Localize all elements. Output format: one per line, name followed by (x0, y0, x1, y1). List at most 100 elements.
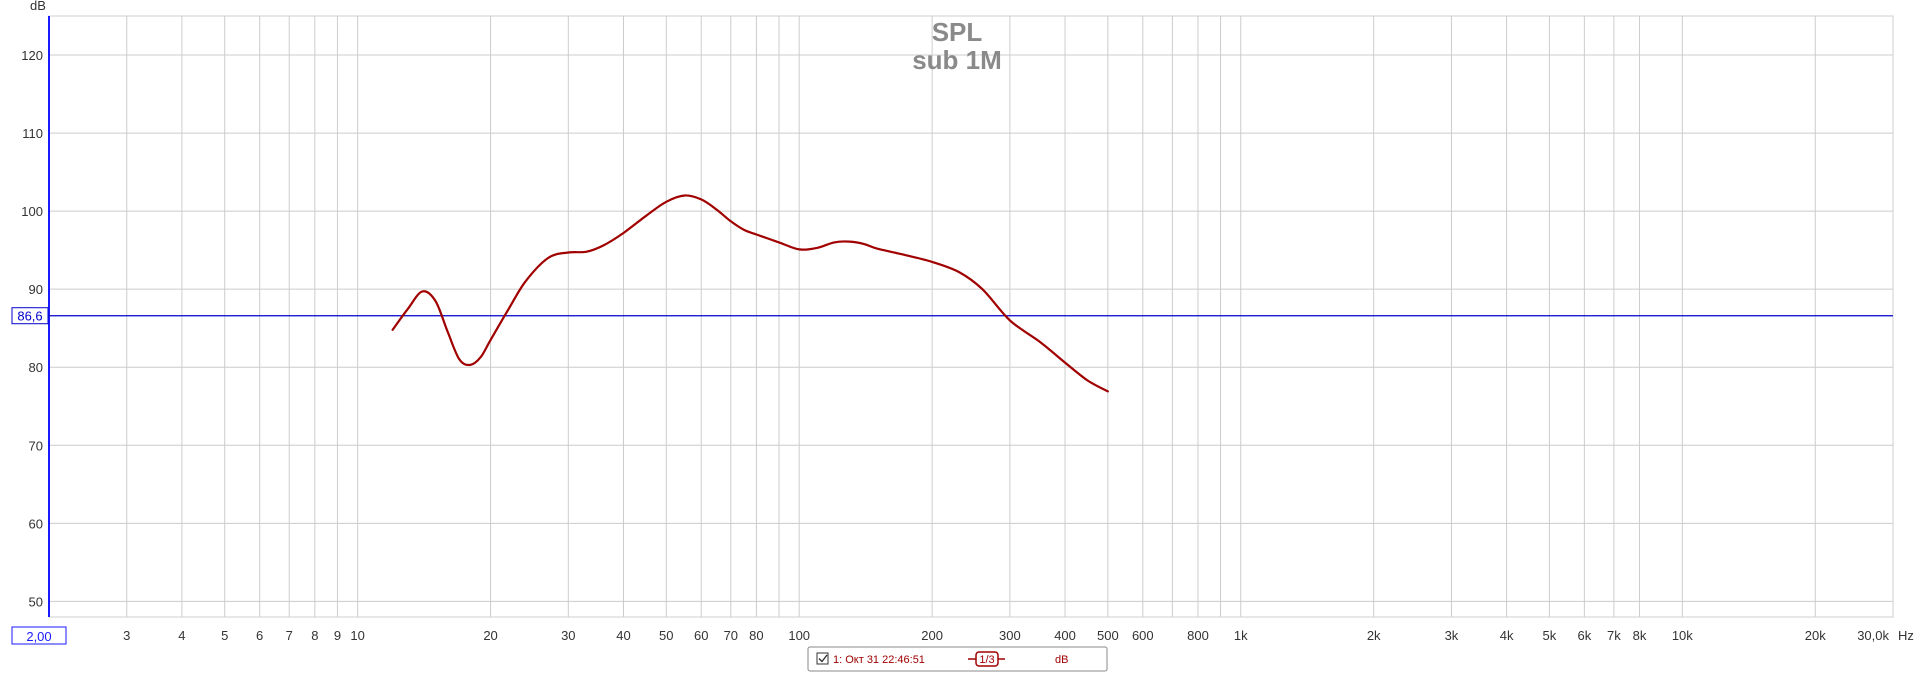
x-tick-label: 10k (1672, 628, 1693, 643)
legend-frame (807, 646, 1108, 672)
smoothing-label: 1/3 (979, 654, 994, 666)
x-tick-label: 70 (724, 628, 738, 643)
data-point (1106, 389, 1110, 393)
data-point (391, 328, 395, 332)
y-tick-label: 100 (21, 204, 43, 219)
data-point (875, 247, 879, 251)
x-tick-label-start[interactable]: 2,00 (26, 629, 51, 644)
data-point (980, 287, 984, 291)
reference-line-group[interactable]: 86,6 (11, 307, 1893, 325)
x-tick-label: 5k (1543, 628, 1557, 643)
data-point (468, 363, 472, 367)
y-unit-label: dB (30, 0, 46, 13)
check-icon (818, 654, 828, 663)
x-tick-label: 4k (1500, 628, 1514, 643)
x-tick-label: 30,0k (1857, 628, 1889, 643)
data-point (899, 252, 903, 256)
plot-background (48, 15, 1894, 618)
data-point (1063, 361, 1067, 365)
x-tick-label: 4 (178, 628, 185, 643)
x-tick-label: 20 (483, 628, 497, 643)
x-tick-label: 6 (256, 628, 263, 643)
legend: 1: Окт 31 22:46:51 1/3 dB (807, 646, 1108, 672)
data-point (930, 260, 934, 264)
x-start-value-box[interactable] (11, 626, 67, 645)
x-tick-label: 2k (1367, 628, 1381, 643)
data-point (683, 194, 687, 198)
x-tick-label: 7 (286, 628, 293, 643)
data-point (524, 279, 528, 283)
data-point (1086, 379, 1090, 383)
legend-unit-label: dB (1055, 654, 1068, 666)
x-tick-label: 30 (561, 628, 575, 643)
x-tick-labels: 2,00 3 4 5 6 7 8 9 10 20 30 40 50 60 70 80 100 200 300 400 5… (11, 626, 1889, 645)
data-point (585, 250, 589, 254)
x-tick-label: 1k (1234, 628, 1248, 643)
x-tick-label: 9 (334, 628, 341, 643)
data-point (489, 338, 493, 342)
data-point (546, 256, 550, 260)
y-tick-label: 120 (21, 48, 43, 63)
x-tick-label: 300 (999, 628, 1021, 643)
legend-checkbox[interactable] (816, 652, 829, 665)
data-point (816, 246, 820, 250)
data-point (832, 240, 836, 244)
data-point (566, 251, 570, 255)
data-point (507, 307, 511, 311)
chart-title: SPL (932, 17, 983, 47)
data-point (457, 357, 461, 361)
data-point (446, 330, 450, 334)
y-tick-label: 70 (29, 438, 43, 453)
chart-subtitle: sub 1M (912, 45, 1002, 75)
data-point (420, 290, 424, 294)
x-tick-label: 3 (123, 628, 130, 643)
data-point (777, 240, 781, 244)
x-tick-label: 500 (1097, 628, 1119, 643)
y-tick-label: 90 (29, 282, 43, 297)
series-line-measurement (391, 194, 1109, 393)
data-point (644, 214, 648, 218)
x-unit-label: Hz (1898, 628, 1914, 643)
x-tick-label: 8 (311, 628, 318, 643)
data-point (664, 200, 668, 204)
x-tick-label: 10 (350, 628, 364, 643)
y-tick-labels: 50 60 70 80 90 100 110 120 (21, 48, 43, 609)
x-tick-label: 8k (1633, 628, 1647, 643)
y-tick-label: 60 (29, 516, 43, 531)
x-tick-label: 40 (616, 628, 630, 643)
x-tick-label: 5 (221, 628, 228, 643)
legend-entry-label[interactable]: 1: Окт 31 22:46:51 (833, 654, 925, 666)
x-tick-label: 600 (1132, 628, 1154, 643)
y-tick-label: 110 (22, 126, 43, 141)
x-tick-label: 80 (749, 628, 763, 643)
data-point (729, 219, 733, 223)
data-point (699, 197, 703, 201)
x-tick-label: 50 (659, 628, 673, 643)
y-tick-label: 80 (29, 360, 43, 375)
grid (49, 16, 1893, 617)
data-point (754, 233, 758, 237)
data-point (797, 247, 801, 251)
data-point (715, 208, 719, 212)
data-point (1008, 318, 1012, 322)
x-tick-label: 3k (1445, 628, 1459, 643)
x-tick-label: 100 (788, 628, 810, 643)
x-tick-label: 7k (1607, 628, 1621, 643)
data-point (406, 307, 410, 311)
data-point (479, 355, 483, 359)
x-tick-label: 400 (1054, 628, 1076, 643)
data-point (848, 240, 852, 244)
data-point (742, 228, 746, 232)
data-point (1037, 340, 1041, 344)
x-tick-label: 800 (1187, 628, 1209, 643)
data-point (957, 270, 961, 274)
x-tick-label: 200 (921, 628, 943, 643)
data-point (862, 242, 866, 246)
x-tick-label: 6k (1577, 628, 1591, 643)
data-point (433, 299, 437, 303)
y-tick-label: 50 (29, 594, 43, 609)
x-tick-label: 20k (1805, 628, 1826, 643)
reference-value-box[interactable] (11, 307, 49, 325)
reference-value-label[interactable]: 86,6 (17, 309, 42, 324)
